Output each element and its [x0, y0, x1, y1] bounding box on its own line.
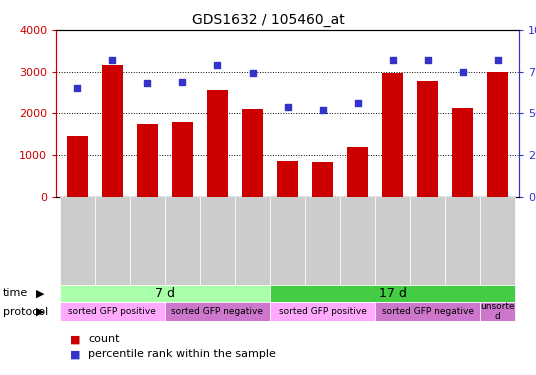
Bar: [375, 302, 480, 321]
Bar: [165, 302, 270, 321]
Bar: [487, 72, 508, 197]
Point: [248, 70, 257, 76]
Point: [143, 80, 152, 86]
Bar: [445, 197, 480, 285]
Bar: [95, 197, 130, 285]
Bar: [312, 162, 333, 197]
Bar: [375, 197, 410, 285]
Bar: [347, 147, 368, 197]
Text: sorted GFP negative: sorted GFP negative: [172, 307, 264, 316]
Point: [458, 69, 467, 75]
Text: ▶: ▶: [36, 288, 44, 298]
Text: sorted GFP negative: sorted GFP negative: [382, 307, 474, 316]
Bar: [172, 122, 193, 197]
Bar: [305, 197, 340, 285]
Point: [73, 86, 81, 92]
Bar: [410, 197, 445, 285]
Bar: [480, 197, 515, 285]
Text: ■: ■: [70, 350, 80, 359]
Bar: [242, 109, 263, 197]
Text: protocol: protocol: [3, 307, 48, 316]
Text: time: time: [3, 288, 28, 298]
Text: percentile rank within the sample: percentile rank within the sample: [88, 350, 277, 359]
Bar: [137, 124, 158, 197]
Bar: [60, 285, 270, 302]
Bar: [340, 197, 375, 285]
Text: count: count: [88, 334, 120, 344]
Text: ▶: ▶: [36, 307, 44, 316]
Text: GDS1632 / 105460_at: GDS1632 / 105460_at: [192, 13, 344, 27]
Bar: [67, 136, 88, 197]
Bar: [270, 285, 515, 302]
Point: [353, 100, 362, 106]
Bar: [270, 197, 305, 285]
Point: [283, 104, 292, 110]
Point: [318, 107, 327, 113]
Bar: [417, 81, 438, 197]
Text: ■: ■: [70, 334, 80, 344]
Bar: [102, 66, 123, 197]
Point: [213, 62, 222, 68]
Point: [108, 57, 117, 63]
Text: 7 d: 7 d: [155, 287, 175, 300]
Bar: [60, 302, 165, 321]
Text: unsorte
d: unsorte d: [480, 302, 515, 321]
Point: [178, 79, 187, 85]
Bar: [452, 108, 473, 197]
Point: [423, 57, 432, 63]
Text: sorted GFP positive: sorted GFP positive: [279, 307, 367, 316]
Bar: [277, 161, 298, 197]
Bar: [480, 302, 515, 321]
Bar: [207, 90, 228, 197]
Bar: [200, 197, 235, 285]
Bar: [270, 302, 375, 321]
Bar: [130, 197, 165, 285]
Point: [389, 57, 397, 63]
Bar: [382, 72, 403, 197]
Text: sorted GFP positive: sorted GFP positive: [69, 307, 157, 316]
Text: 17 d: 17 d: [379, 287, 407, 300]
Point: [494, 57, 502, 63]
Bar: [60, 197, 95, 285]
Bar: [235, 197, 270, 285]
Bar: [165, 197, 200, 285]
